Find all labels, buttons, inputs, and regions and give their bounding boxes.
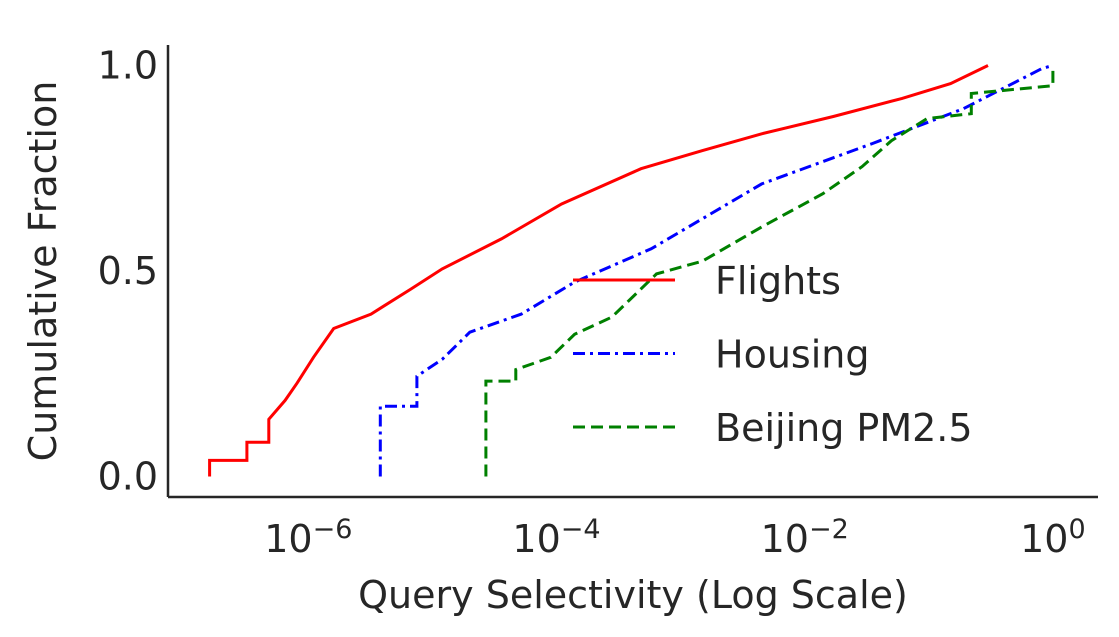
legend-label: Beijing PM2.5 [715, 406, 973, 450]
x-axis-label: Query Selectivity (Log Scale) [358, 573, 908, 617]
x-tick-label: 100 [1020, 514, 1086, 561]
x-tick-label: 10−2 [761, 514, 849, 561]
series-line [378, 64, 1054, 477]
legend-label: Flights [715, 259, 841, 303]
y-tick-label: 0.5 [98, 249, 158, 293]
series-line [484, 65, 1055, 477]
x-tick-label: 10−6 [264, 514, 352, 561]
legend-label: Housing [715, 333, 869, 377]
series-line [208, 64, 989, 477]
x-tick-label: 10−4 [512, 514, 600, 561]
y-tick-label: 0.0 [98, 454, 158, 498]
y-tick-label: 1.0 [98, 44, 158, 88]
y-axis-label: Cumulative Fraction [21, 81, 65, 462]
